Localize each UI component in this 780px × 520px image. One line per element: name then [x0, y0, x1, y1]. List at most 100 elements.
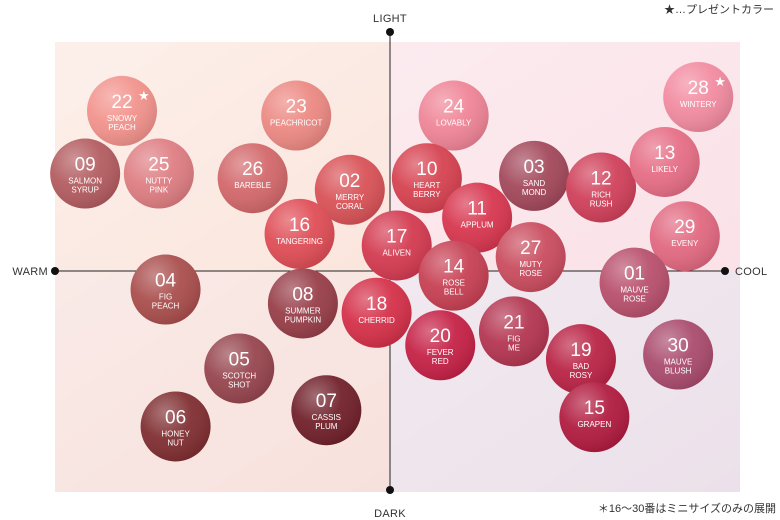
- axis-end-dot-right: [721, 267, 729, 275]
- swatch-gloss: [140, 391, 211, 462]
- swatch-name-line: FIG: [159, 293, 172, 302]
- swatch-gloss: [391, 143, 462, 214]
- swatch-gloss: [643, 319, 714, 390]
- swatch-number: 21: [503, 312, 524, 333]
- swatch-gloss: [341, 277, 412, 348]
- mini-size-note: ＊16〜30番はミニサイズのみの展開: [597, 503, 776, 515]
- swatch-name-line: BAREBLE: [234, 181, 271, 190]
- swatch-name-line: PUMPKIN: [285, 315, 322, 324]
- swatch-name-line: TANGERING: [276, 237, 323, 246]
- swatch-number: 03: [523, 157, 544, 178]
- swatch-name-line: SHOT: [228, 380, 250, 389]
- swatch-gloss: [478, 296, 549, 367]
- present-star-icon: ★: [714, 75, 726, 90]
- swatch-name-line: FEVER: [427, 348, 454, 357]
- swatch-gloss: [291, 375, 362, 446]
- swatch-name-line: CHERRID: [358, 316, 395, 325]
- swatch-gloss: [559, 382, 630, 453]
- swatch-gloss: [442, 182, 513, 253]
- swatch-gloss: [123, 138, 194, 209]
- swatch-name-line: ALIVEN: [382, 248, 411, 257]
- swatch-name-line: APPLUM: [461, 221, 494, 230]
- swatch-gloss: [267, 268, 338, 339]
- swatch-number: 09: [75, 155, 96, 176]
- swatch-name-line: PEACH: [152, 302, 180, 311]
- swatch-name-line: MERRY: [335, 193, 364, 202]
- swatch-name-line: PEACHRICOT: [270, 119, 323, 128]
- swatch-number: 22: [111, 92, 132, 113]
- swatch-name-line: RICH: [591, 190, 611, 199]
- swatch-number: 17: [386, 226, 407, 247]
- swatch-gloss: [499, 140, 570, 211]
- swatch-number: 14: [443, 257, 465, 278]
- swatch-number: 01: [624, 264, 645, 285]
- swatch-gloss: [663, 62, 734, 132]
- swatch-name-line: RED: [432, 357, 449, 366]
- swatch-name-line: ME: [508, 343, 520, 352]
- swatch-name-line: RUSH: [590, 199, 613, 208]
- swatch-name-line: ROSE: [442, 279, 465, 288]
- swatch-number: 10: [416, 159, 437, 180]
- swatch-gloss: [649, 201, 720, 272]
- swatch-number: 12: [590, 168, 611, 189]
- swatch-gloss: [405, 310, 476, 381]
- swatch-name-line: SNOWY: [107, 114, 138, 123]
- swatch-number: 29: [674, 217, 695, 238]
- swatch-gloss: [495, 222, 566, 293]
- swatch-gloss: [314, 154, 385, 225]
- axis-label-cool: COOL: [735, 266, 767, 278]
- swatch-name-line: ROSE: [623, 295, 646, 304]
- swatch-name-line: MOND: [522, 188, 547, 197]
- color-swatches: 22SNOWYPEACH★23PEACHRICOT24LOVABLY28WINT…: [50, 62, 734, 462]
- swatch-gloss: [261, 80, 332, 151]
- swatch-gloss: [545, 324, 616, 395]
- axis-label-dark: DARK: [374, 508, 406, 520]
- swatch-number: 19: [570, 340, 591, 361]
- swatch-number: 24: [443, 97, 465, 118]
- swatch-name-line: BLUSH: [665, 367, 692, 376]
- swatch-number: 07: [316, 391, 337, 412]
- swatch-gloss: [50, 138, 121, 209]
- swatch-number: 25: [148, 155, 169, 176]
- swatch-name-line: NUTTY: [146, 177, 173, 186]
- swatch-name-line: ROSY: [570, 371, 593, 380]
- swatch-name-line: HEART: [413, 181, 440, 190]
- swatch-name-line: SUMMER: [285, 306, 321, 315]
- swatch-number: 27: [520, 238, 541, 259]
- swatch-name-line: HONEY: [161, 429, 190, 438]
- swatch-number: 02: [339, 171, 360, 192]
- swatch-number: 26: [242, 159, 263, 180]
- swatch-number: 30: [668, 336, 689, 357]
- swatch-gloss: [264, 198, 335, 269]
- swatch-number: 08: [292, 284, 313, 305]
- swatch-gloss: [87, 75, 157, 146]
- swatch-name-line: PLUM: [315, 422, 338, 431]
- swatch-gloss: [566, 152, 637, 223]
- swatch-number: 06: [165, 407, 186, 428]
- axis-label-light: LIGHT: [373, 13, 407, 25]
- swatch-name-line: CASSIS: [312, 413, 341, 422]
- swatch-name-line: MAUVE: [664, 358, 692, 367]
